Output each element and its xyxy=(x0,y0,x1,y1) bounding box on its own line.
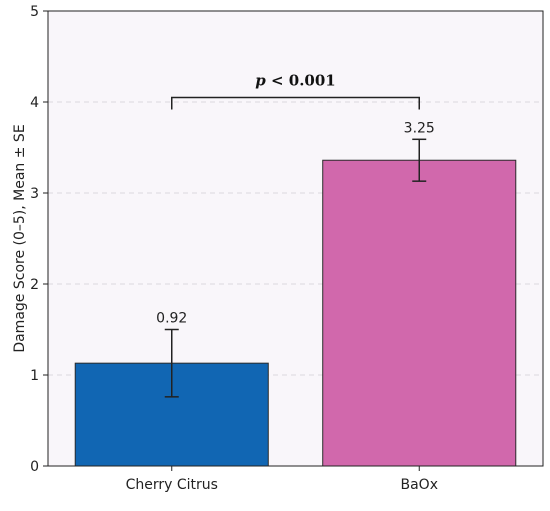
significance-value: < 0.001 xyxy=(266,71,336,89)
bar xyxy=(322,159,517,467)
y-tick-label: 4 xyxy=(30,95,39,111)
x-tick-label: Cherry Citrus xyxy=(126,477,218,493)
error-bars xyxy=(164,138,427,398)
bars xyxy=(74,159,517,467)
significance-p-symbol: p xyxy=(255,71,266,89)
data-label: 0.92 xyxy=(156,311,187,327)
significance-bracket xyxy=(171,96,420,110)
significance-label: p < 0.001 xyxy=(255,71,335,89)
labels: 0 1 2 3 4 5 0.92 Cherry Citrus 3.25 BaOx xyxy=(30,4,438,493)
x-tick-label: BaOx xyxy=(401,477,439,493)
y-tick-label: 2 xyxy=(30,277,39,293)
y-tick-label: 1 xyxy=(30,368,39,384)
y-axis-label: Damage Score (0–5), Mean ± SE xyxy=(12,124,28,352)
significance-annotation: p < 0.001 xyxy=(171,71,420,110)
y-tick-label: 0 xyxy=(30,459,39,475)
axes-frame xyxy=(47,10,544,467)
axes xyxy=(43,10,544,471)
y-tick-label: 3 xyxy=(30,186,39,202)
y-tick-label: 5 xyxy=(30,4,39,20)
data-label: 3.25 xyxy=(404,120,435,136)
